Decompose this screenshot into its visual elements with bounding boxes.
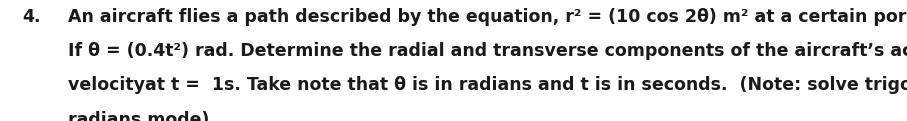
Text: An aircraft flies a path described by the equation, r² = (10 cos 2θ) m² at a cer: An aircraft flies a path described by th… xyxy=(68,8,907,26)
Text: 4.: 4. xyxy=(23,8,41,26)
Text: velocityat t =  1s. Take note that θ is in radians and t is in seconds.  (Note: : velocityat t = 1s. Take note that θ is i… xyxy=(68,76,907,94)
Text: If θ = (0.4t²) rad. Determine the radial and transverse components of the aircra: If θ = (0.4t²) rad. Determine the radial… xyxy=(68,42,907,60)
Text: radians mode): radians mode) xyxy=(68,111,210,121)
